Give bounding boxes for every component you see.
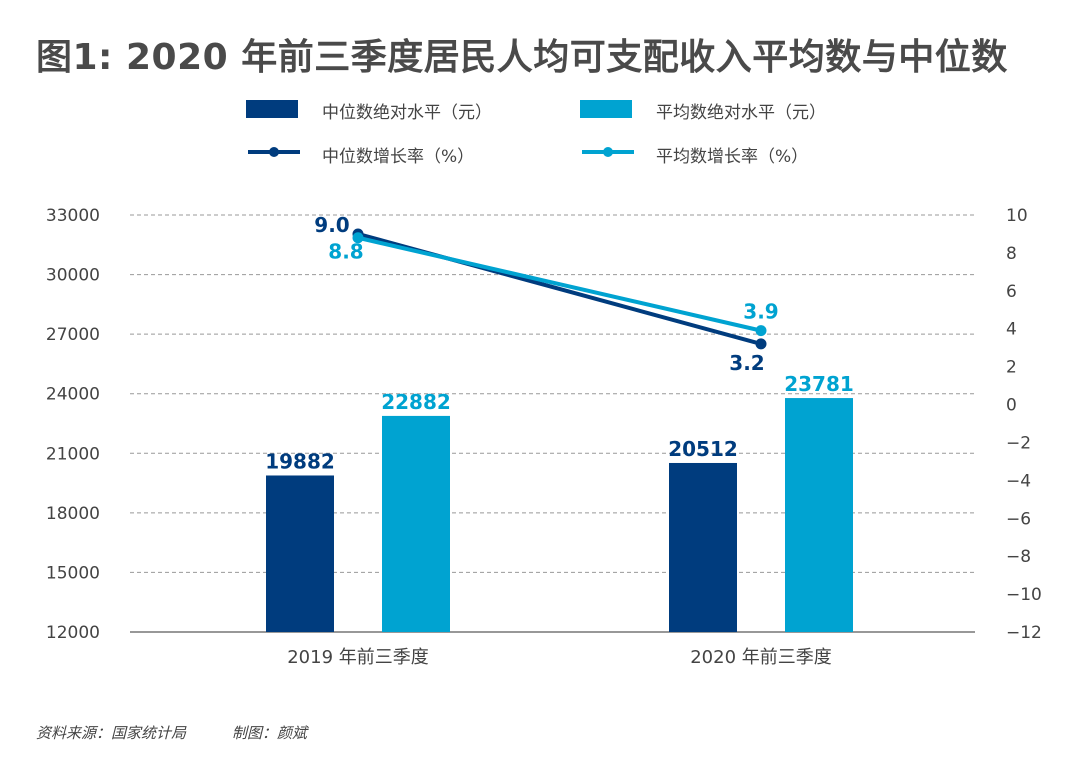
y-right-tick-label: −12: [1006, 623, 1042, 643]
bar-mean: [785, 398, 853, 632]
legend-swatch-median-bar: [246, 100, 298, 118]
y-right-tick-label: 6: [1006, 282, 1017, 302]
bar-median: [266, 475, 334, 632]
y-left-tick-label: 12000: [46, 623, 100, 643]
bar-value-label: 19882: [265, 449, 335, 473]
y-left-tick-label: 33000: [46, 206, 100, 226]
y-right-tick-label: 8: [1006, 244, 1017, 264]
legend-label-mean-line: 平均数增长率（%）: [656, 147, 809, 167]
line-mean-growth: [357, 235, 762, 333]
bar-value-label: 23781: [784, 372, 854, 396]
legend-swatch-mean-line: [582, 147, 634, 157]
chart-title: 图1: 2020 年前三季度居民人均可支配收入平均数与中位数: [36, 37, 1008, 78]
y-left-tick-label: 30000: [46, 266, 100, 286]
legend-label-mean-bar: 平均数绝对水平（元）: [656, 103, 826, 123]
y-left-tick-label: 18000: [46, 504, 100, 524]
legend-label-median-bar: 中位数绝对水平（元）: [322, 103, 492, 123]
line-value-label: 3.9: [743, 300, 778, 324]
y-right-tick-label: −4: [1006, 471, 1031, 491]
bar-mean: [382, 415, 450, 632]
y-right-tick-label: 0: [1006, 396, 1017, 416]
legend-swatch-mean-bar: [580, 100, 632, 118]
x-category-label: 2019 年前三季度: [287, 647, 429, 668]
y-right-tick-label: −6: [1006, 509, 1031, 529]
legend-swatch-median-line: [248, 147, 300, 157]
bar-median: [669, 462, 737, 632]
chart-plot: 12000 15000 18000 21000 24000 27000 30000 33000…: [46, 206, 1042, 668]
x-category-label: 2020 年前三季度: [690, 647, 832, 668]
y-right-tick-label: −2: [1006, 433, 1031, 453]
credit-note: 制图：颜斌: [232, 724, 308, 742]
y-left-tick-label: 21000: [46, 444, 100, 464]
line-value-label: 8.8: [328, 240, 363, 264]
y-left-tick-label: 15000: [46, 563, 100, 583]
y-right-tick-label: 10: [1006, 206, 1028, 226]
line-value-label: 3.2: [729, 351, 764, 375]
bar-value-label: 20512: [668, 437, 738, 461]
y-right-tick-label: 2: [1006, 358, 1017, 378]
line-point: [755, 325, 767, 337]
bar-value-label: 22882: [381, 390, 451, 414]
y-right-tick-label: −10: [1006, 585, 1042, 605]
legend-label-median-line: 中位数增长率（%）: [322, 147, 475, 167]
y-left-tick-label: 27000: [46, 325, 100, 345]
line-point: [755, 338, 767, 350]
line-point: [352, 232, 364, 244]
line-value-label: 9.0: [314, 213, 349, 237]
source-note: 资料来源：国家统计局: [36, 724, 187, 742]
y-left-tick-label: 24000: [46, 385, 100, 405]
y-right-tick-label: 4: [1006, 320, 1017, 340]
y-right-tick-label: −8: [1006, 547, 1031, 567]
